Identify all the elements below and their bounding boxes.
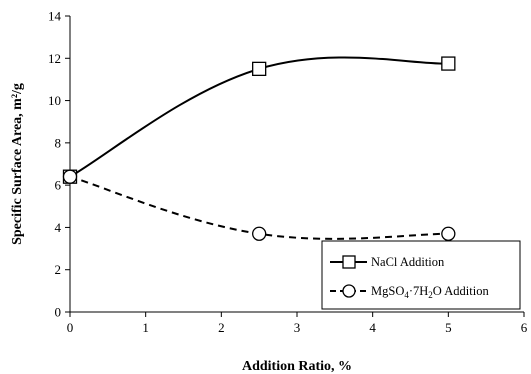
legend-marker-mgso4 — [342, 284, 356, 298]
y-axis-title: Specific Surface Area, m²/g — [10, 83, 25, 245]
y-tick-label: 10 — [48, 93, 61, 108]
x-axis-title: Addition Ratio, % — [242, 359, 352, 374]
data-point-square — [252, 61, 267, 77]
legend-marker-nacl — [342, 255, 356, 269]
x-tick-label: 1 — [142, 320, 149, 335]
data-point-circle — [441, 226, 456, 241]
x-tick-label: 3 — [294, 320, 301, 335]
y-tick-label: 12 — [48, 51, 61, 66]
legend-box — [321, 240, 521, 310]
series-layer — [62, 56, 456, 241]
x-tick-label: 5 — [445, 320, 452, 335]
x-tick-label: 6 — [521, 320, 528, 335]
y-tick-label: 14 — [48, 9, 62, 24]
x-tick-label: 0 — [67, 320, 74, 335]
y-tick-label: 6 — [55, 178, 62, 193]
y-tick-label: 2 — [55, 262, 62, 277]
y-tick-label: 8 — [55, 135, 62, 150]
data-point-circle — [62, 169, 78, 184]
legend-label-nacl: NaCl Addition — [371, 255, 445, 269]
y-tick-label: 0 — [55, 305, 62, 320]
data-point-square — [441, 56, 456, 71]
legend: NaCl Addition MgSO4·7H2O Addition — [321, 240, 521, 310]
data-point-circle — [252, 226, 267, 241]
y-tick-label: 4 — [55, 220, 62, 235]
x-tick-label: 4 — [369, 320, 376, 335]
legend-label-mgso4: MgSO4·7H2O Addition — [371, 284, 489, 300]
x-tick-label: 2 — [218, 320, 225, 335]
